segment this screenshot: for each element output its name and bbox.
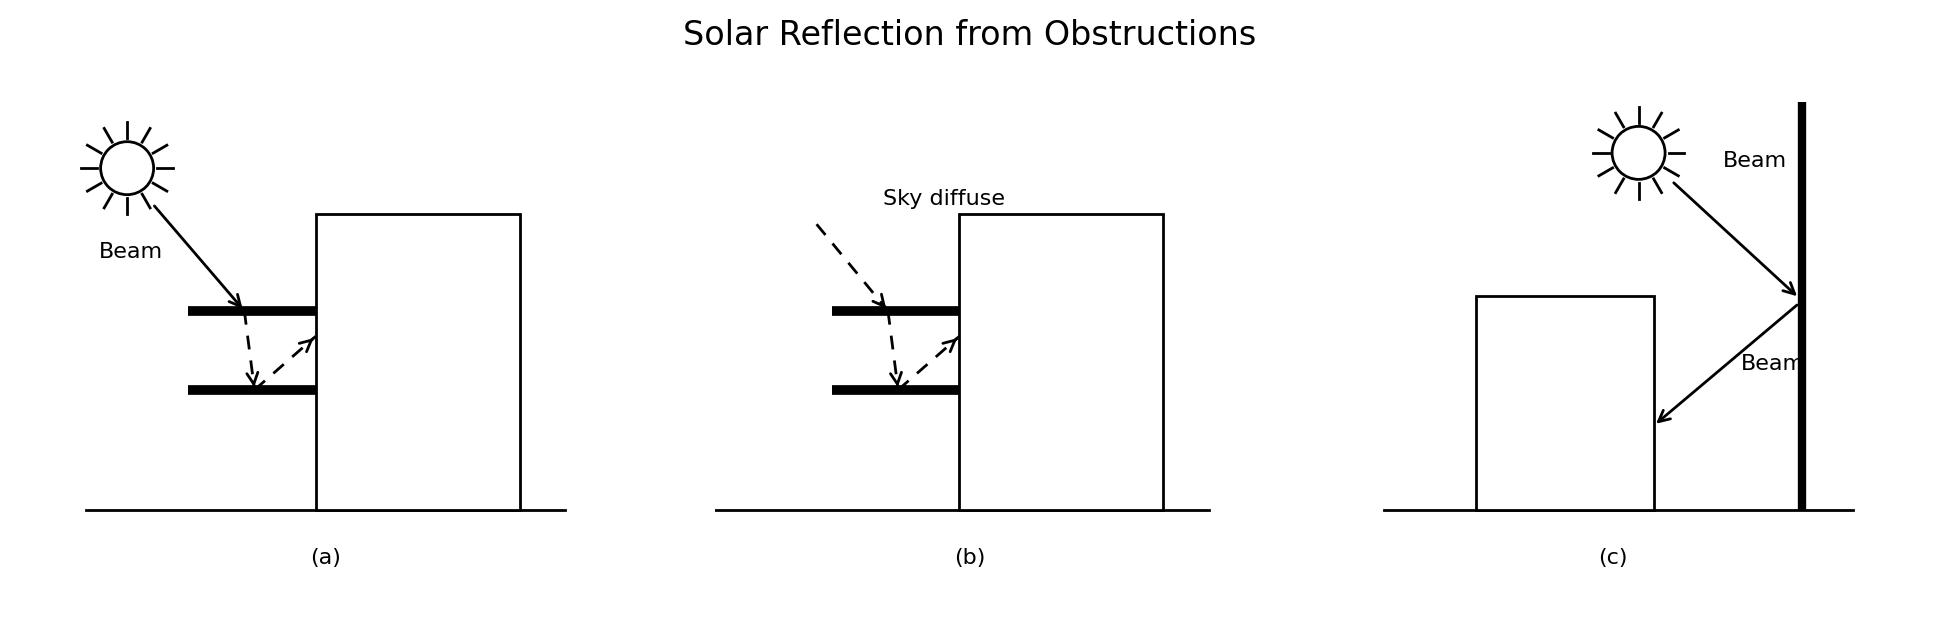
Text: Beam: Beam (99, 242, 163, 262)
Text: Sky diffuse: Sky diffuse (882, 189, 1004, 209)
Text: (a): (a) (310, 548, 341, 568)
Bar (960, 214, 1163, 510)
Text: (c): (c) (1598, 548, 1629, 568)
Text: Solar Reflection from Obstructions: Solar Reflection from Obstructions (683, 19, 1256, 52)
Bar (316, 214, 520, 510)
Bar (1476, 296, 1654, 510)
Text: Beam: Beam (1722, 150, 1788, 171)
Text: Beam: Beam (1741, 354, 1805, 375)
Text: (b): (b) (954, 548, 985, 568)
